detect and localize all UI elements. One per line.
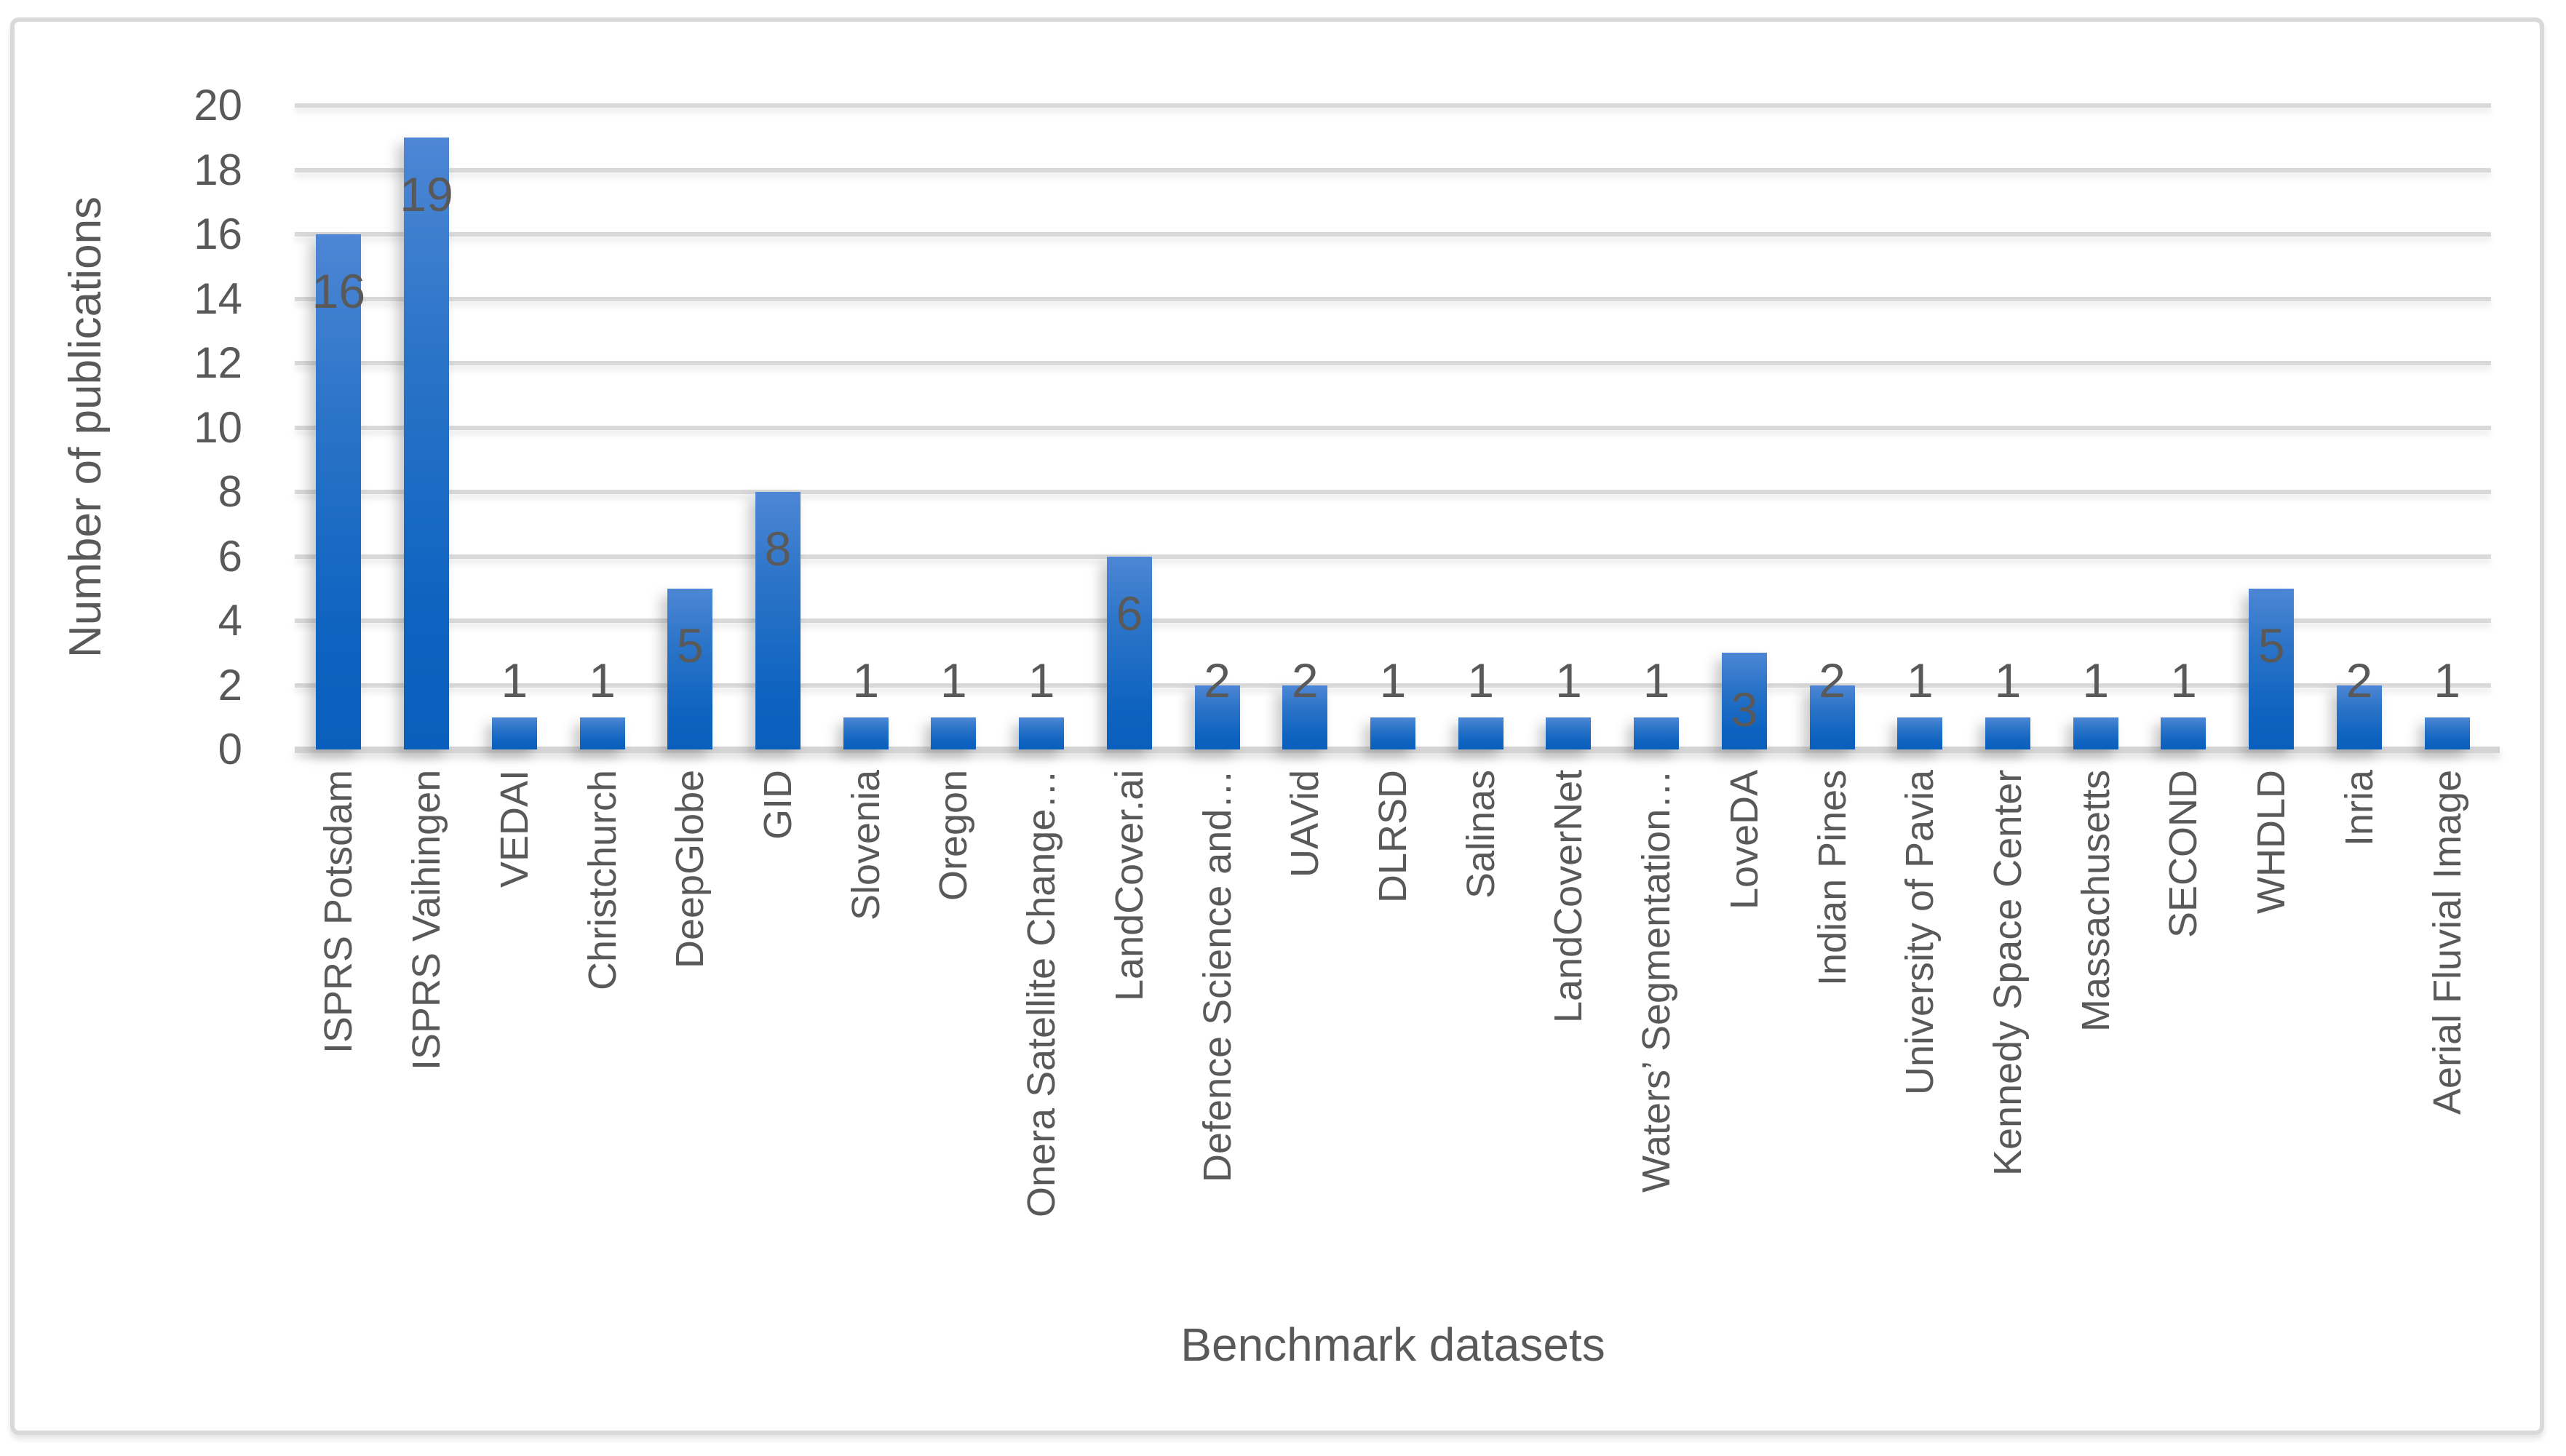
- bar: [579, 717, 625, 749]
- category-label: ISPRS Vaihingen: [405, 770, 449, 1071]
- gridline: [295, 361, 2491, 365]
- category-label: Inria: [2337, 770, 2381, 847]
- bar: [2336, 685, 2382, 749]
- bar: [755, 492, 801, 749]
- bar-value-label: 5: [676, 618, 704, 672]
- y-tick-label: 12: [194, 338, 242, 387]
- bar-value-label: 1: [852, 653, 880, 707]
- bar: [1985, 717, 2031, 749]
- category-label: Oregon: [932, 770, 976, 902]
- category-label: Onera Satellite Change…: [1020, 770, 1064, 1218]
- x-axis-line: [295, 747, 2500, 753]
- bar: [2424, 717, 2470, 749]
- category-label: Christchurch: [580, 770, 624, 991]
- bar: [1897, 717, 1943, 749]
- bar: [1194, 685, 1240, 749]
- bar-value-label: 1: [2170, 653, 2197, 707]
- bar-value-label: 2: [1819, 653, 1846, 707]
- bar: [931, 717, 977, 749]
- bar: [2249, 588, 2295, 749]
- bar-value-label: 6: [1116, 586, 1143, 640]
- gridline: [295, 103, 2491, 108]
- bar: [1809, 685, 1855, 749]
- bar: [491, 717, 537, 749]
- y-tick-label: 20: [194, 81, 242, 130]
- category-label: DeepGlobe: [668, 770, 712, 969]
- category-label: WHDLD: [2249, 770, 2294, 914]
- x-axis-title: Benchmark datasets: [1180, 1318, 1605, 1371]
- category-label: Indian Pines: [1810, 770, 1854, 987]
- bar: [2073, 717, 2118, 749]
- gridline: [295, 232, 2491, 236]
- bar-value-label: 1: [1906, 653, 1934, 707]
- category-label: University of Pavia: [1898, 770, 1942, 1096]
- gridline: [295, 167, 2491, 172]
- y-tick-label: 8: [218, 467, 242, 516]
- category-label: LandCoverNet: [1546, 770, 1591, 1024]
- bar-value-label: 1: [1994, 653, 2022, 707]
- bar: [843, 717, 889, 749]
- bar: [1546, 717, 1592, 749]
- y-tick-label: 4: [218, 596, 242, 645]
- gridline: [295, 554, 2491, 559]
- bar-value-label: 16: [311, 264, 366, 318]
- bar-value-label: 1: [1028, 653, 1055, 707]
- bar-value-label: 2: [1291, 653, 1319, 707]
- bar: [1282, 685, 1328, 749]
- category-label: DLRSD: [1371, 770, 1415, 904]
- y-tick-label: 0: [218, 725, 242, 773]
- category-label: Slovenia: [843, 770, 888, 921]
- bar-value-label: 2: [1204, 653, 1231, 707]
- category-label: GID: [755, 770, 800, 840]
- category-label: Salinas: [1458, 770, 1503, 899]
- bar-value-label: 5: [2257, 618, 2285, 672]
- bar-value-label: 1: [1467, 653, 1495, 707]
- gridline: [295, 683, 2491, 688]
- bar: [1458, 717, 1504, 749]
- category-label: LandCover.ai: [1107, 770, 1151, 1002]
- bar-value-label: 19: [400, 167, 453, 222]
- bar: [2161, 717, 2206, 749]
- bar: [1106, 556, 1152, 749]
- bar: [404, 138, 450, 749]
- bar: [1634, 717, 1680, 749]
- bar: [1019, 717, 1065, 749]
- bar-value-label: 1: [940, 653, 967, 707]
- y-tick-label: 14: [194, 274, 242, 323]
- bar-value-label: 3: [1731, 683, 1758, 737]
- bar-value-label: 1: [1555, 653, 1582, 707]
- gridline: [295, 296, 2491, 301]
- category-label: LoveDA: [1722, 770, 1766, 910]
- bar-value-label: 2: [2345, 653, 2373, 707]
- chart-frame: Number of publications 0 2 4 6 8 10 12 14 16 18 20…: [10, 17, 2544, 1435]
- bar: [1721, 653, 1767, 749]
- category-label: ISPRS Potsdam: [317, 770, 361, 1054]
- bar-value-label: 1: [589, 653, 616, 707]
- category-label: Aerial Fluvial Image: [2425, 770, 2469, 1115]
- y-tick-label: 6: [218, 531, 242, 581]
- y-tick-label: 10: [194, 402, 242, 452]
- bar-value-label: 1: [1643, 653, 1670, 707]
- bar-value-label: 1: [2434, 653, 2460, 707]
- bar: [667, 588, 713, 749]
- category-label: Massachusetts: [2073, 770, 2118, 1033]
- gridline: [295, 490, 2491, 494]
- bar-value-label: 8: [764, 522, 792, 576]
- gridline: [295, 618, 2491, 623]
- y-tick-label: 18: [194, 145, 242, 194]
- category-label: UAVid: [1283, 770, 1327, 878]
- category-label: SECOND: [2161, 770, 2206, 939]
- bar-value-label: 1: [1379, 653, 1407, 707]
- bar-value-label: 1: [2082, 653, 2110, 707]
- category-label: Defence Science and…: [1195, 770, 1239, 1183]
- bar: [316, 234, 362, 749]
- gridline: [295, 425, 2491, 430]
- bar: [1370, 717, 1415, 749]
- category-label: VEDAI: [492, 770, 536, 888]
- category-label: Waters’ Segmentation…: [1634, 770, 1679, 1193]
- bar-value-label: 1: [501, 653, 528, 707]
- category-label: Kennedy Space Center: [1986, 770, 2030, 1177]
- y-tick-label: 2: [218, 660, 242, 709]
- y-tick-label: 16: [194, 210, 242, 258]
